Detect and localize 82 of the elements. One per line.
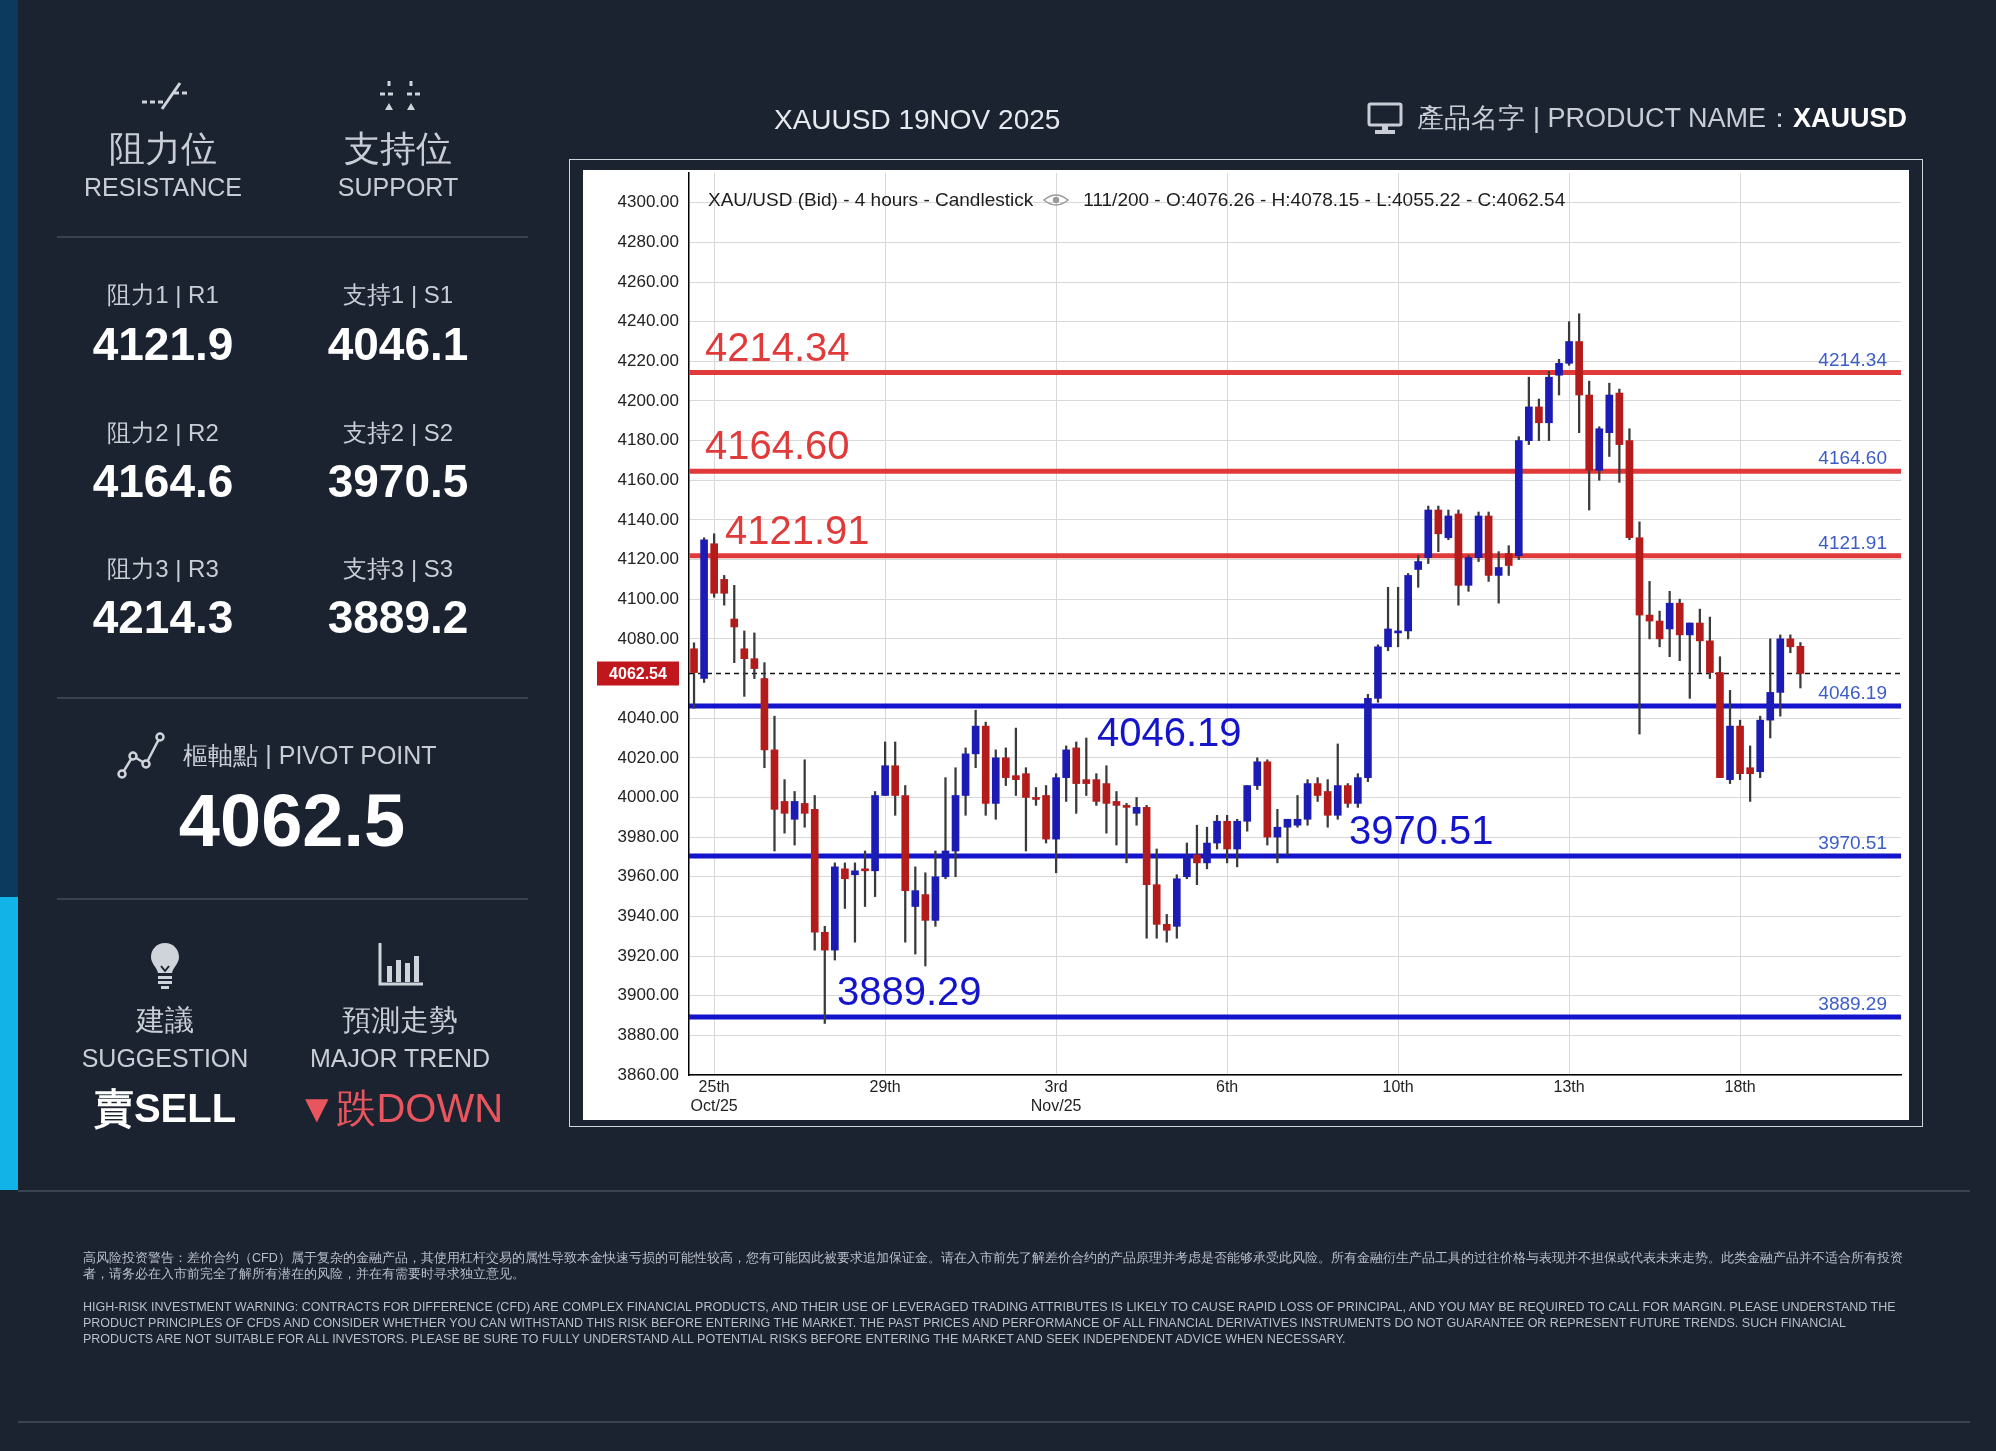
y-tick-label: 3860.00 [617,1064,679,1084]
x-tick-label: 3rd Nov/25 [1030,1078,1082,1115]
candlestick [1132,797,1141,826]
text: RESISTANCE [84,173,242,202]
text: 阻力2 | R2 [107,418,219,447]
y-tick-label: 4000.00 [617,787,679,807]
ref-line-label: 4121.91 [1818,531,1887,553]
text: 4121.9 [92,317,234,370]
x-tick-label: 10th [1382,1078,1414,1096]
text: 3889.29 [837,968,982,1013]
candlestick [941,777,950,880]
chart-title: XAUUSD 19NOV 2025 [774,104,1061,136]
y-tick-label: 4220.00 [617,351,679,371]
text: 3889.2 [327,590,469,643]
y-tick-label: 4160.00 [617,469,679,489]
text: XAUUSD [1792,103,1907,134]
y-tick-label: 4020.00 [617,747,679,767]
text: 支持2 | S2 [342,418,454,447]
y-tick-label: 4100.00 [617,588,679,608]
y-tick-label: 4280.00 [617,232,679,252]
text: SUPPORT [337,173,459,202]
y-tick-label: 4120.00 [617,549,679,569]
text: 4046.1 [327,317,469,370]
y-tick-label: 4300.00 [617,192,679,212]
text: 阻力3 | R3 [107,554,219,583]
candlestick [1293,795,1302,828]
y-tick-label: 4260.00 [617,271,679,291]
text: 4164.6 [92,454,234,507]
ref-line-label: 3889.29 [1818,992,1887,1014]
y-tick-label: 4180.00 [617,430,679,450]
candlestick [1102,765,1111,834]
text: SUGGESTION [81,1044,249,1073]
candlestick [1122,803,1131,864]
x-tick-label: 29th [869,1078,901,1096]
text: 4046.19 [1097,709,1242,754]
text: HIGH-RISK INVESTMENT WARNING: CONTRACTS FOR DIFFERENCE (CFD) ARE COMPLEX FINANCIAL PRODUCTS, AND THEIR USE OF LEVERAGED TRADING ATTRIBUTES IS LIKELY TO CAUSE RAPID LOSS OF PRINCIPAL, AND YOU MAY BE REQUIRED TO CALL FOR MARGIN. PLEASE UNDERSTAND THE PRODUCT PRINCIPLES OF CFDS AND CONSIDER WHETHER YOU CAN WITHSTAND THIS RISK BEFORE ENTERING THE MARKET. THE PAST PRICES AND PERFORMANCE OF ALL FINANCIAL DERIVATIVES INSTRUMENTS DO NOT GUARANTEE OR REPRESENT FUTURE TRENDS. SUCH FINANCIAL PRODUCTS ARE NOT SUITABLE FOR ALL INVESTORS. PLEASE BE SURE TO FULLY UNDERSTAND ALL POTENTIAL RISKS BEFORE ENTERING THE MARKET AND SEEK INDEPENDENT ADVICE WHEN NECESSARY. [83,1299,1897,1347]
text: 支持位 [344,128,452,170]
ref-line-label: 4046.19 [1818,681,1887,703]
y-tick-label: 3940.00 [617,906,679,926]
ref-line-label: 4214.34 [1818,348,1888,370]
candlestick [750,632,759,679]
text: 高风险投资警告：差价合约（CFD）属于复杂的金融产品，其使用杠杆交易的属性导致本金快速亏损的可能性较高，您有可能因此被要求追加保证金。请在入市前先了解差价合约的产品原理并考虑是否能够承受此风险。所有金融衍生产品工具的过往价格与表现并不担保或代表未来走势。此类金融产品并不适合所有投资者，请务必在入市前完全了解所有潜在的风险，并在有需要时寻求独立意见。 [83,1250,1903,1282]
text: 4214.3 [92,590,234,643]
text: 阻力位 [109,128,217,170]
text: 4121.91 [725,507,870,552]
text: 支持3 | S3 [342,554,454,583]
text: 4214.34 [705,324,850,369]
x-tick-label: 6th [1215,1078,1239,1096]
y-tick-label: 4200.00 [617,390,679,410]
text: MAJOR TREND [309,1044,491,1073]
text: ▼跌DOWN [296,1086,504,1130]
text: 4164.60 [705,423,850,468]
y-tick-label: 3920.00 [617,945,679,965]
y-tick-label: 4240.00 [617,311,679,331]
text: 建議 [136,1004,194,1037]
candlestick [780,779,789,834]
text: 賣SELL [93,1086,237,1130]
x-tick-label: 18th [1724,1078,1756,1096]
ref-line-label: 3970.51 [1818,831,1887,853]
text: 3970.5 [327,454,469,507]
text: 支持1 | S1 [342,280,454,309]
text: 預測走勢 [342,1004,458,1037]
text: 產品名字 | PRODUCT NAME： [1417,102,1793,135]
text: 阻力1 | R1 [107,280,219,309]
candlestick [1283,818,1292,856]
y-tick-label: 3980.00 [617,826,679,846]
ref-line-label: 4062.54 [609,664,668,682]
text: 4062.5 [178,779,406,863]
x-tick-label: 25th Oct/25 [690,1078,738,1115]
candlestick [1112,791,1121,846]
ref-line-label: 4164.60 [1818,447,1887,469]
y-tick-label: 3960.00 [617,866,679,886]
y-tick-label: 3880.00 [617,1025,679,1045]
text: 3970.51 [1349,807,1494,852]
text: XAU/USD (Bid) - 4 hours - Candlestick [708,189,1034,211]
text: 樞軸點 | PIVOT POINT [183,741,437,770]
y-tick-label: 4080.00 [617,628,679,648]
annotation: 111/200 - O:4076.26 - H:4078.15 - L:4055.22 - C:4062.54 [1083,189,1566,211]
y-tick-label: 4140.00 [617,509,679,529]
y-tick-label: 3900.00 [617,985,679,1005]
y-tick-label: 4040.00 [617,707,679,727]
x-tick-label: 13th [1553,1078,1585,1096]
